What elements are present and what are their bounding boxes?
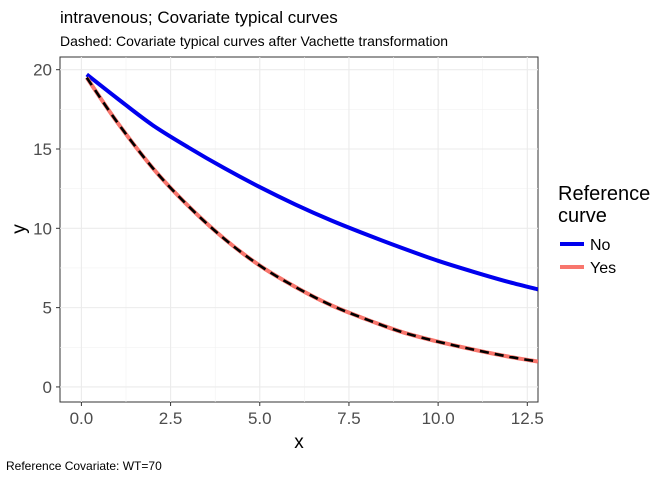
chart-title: intravenous; Covariate typical curves (60, 8, 338, 27)
x-tick-label: 2.5 (159, 409, 183, 428)
chart-subtitle: Dashed: Covariate typical curves after V… (60, 33, 448, 49)
caption: Reference Covariate: WT=70 (6, 459, 162, 473)
y-tick-label: 10 (33, 219, 52, 238)
series-line-no (85, 72, 538, 292)
x-tick-label: 0.0 (70, 409, 94, 428)
y-tick-label: 0 (43, 378, 52, 397)
series-lines (85, 72, 538, 364)
legend-title-line2: curve (558, 205, 607, 227)
y-tick-label: 5 (43, 299, 52, 318)
x-tick-label: 5.0 (248, 409, 272, 428)
x-tick-label: 10.0 (422, 409, 455, 428)
x-tick-label: 12.5 (511, 409, 544, 428)
legend-label-yes: Yes (590, 260, 616, 277)
legend-title-line1: Reference (558, 183, 650, 205)
x-tick-label: 7.5 (337, 409, 361, 428)
y-axis: 0 5 10 15 20 (33, 61, 60, 397)
legend-label-no: No (590, 237, 611, 254)
x-axis-title: x (294, 432, 304, 453)
series-line-transformed (85, 76, 538, 363)
x-axis: 0.0 2.5 5.0 7.5 10.0 12.5 (70, 402, 544, 428)
y-axis-title: y (9, 224, 30, 234)
legend: Reference curve No Yes (558, 183, 650, 277)
y-tick-label: 20 (33, 61, 52, 80)
y-tick-label: 15 (33, 140, 52, 159)
